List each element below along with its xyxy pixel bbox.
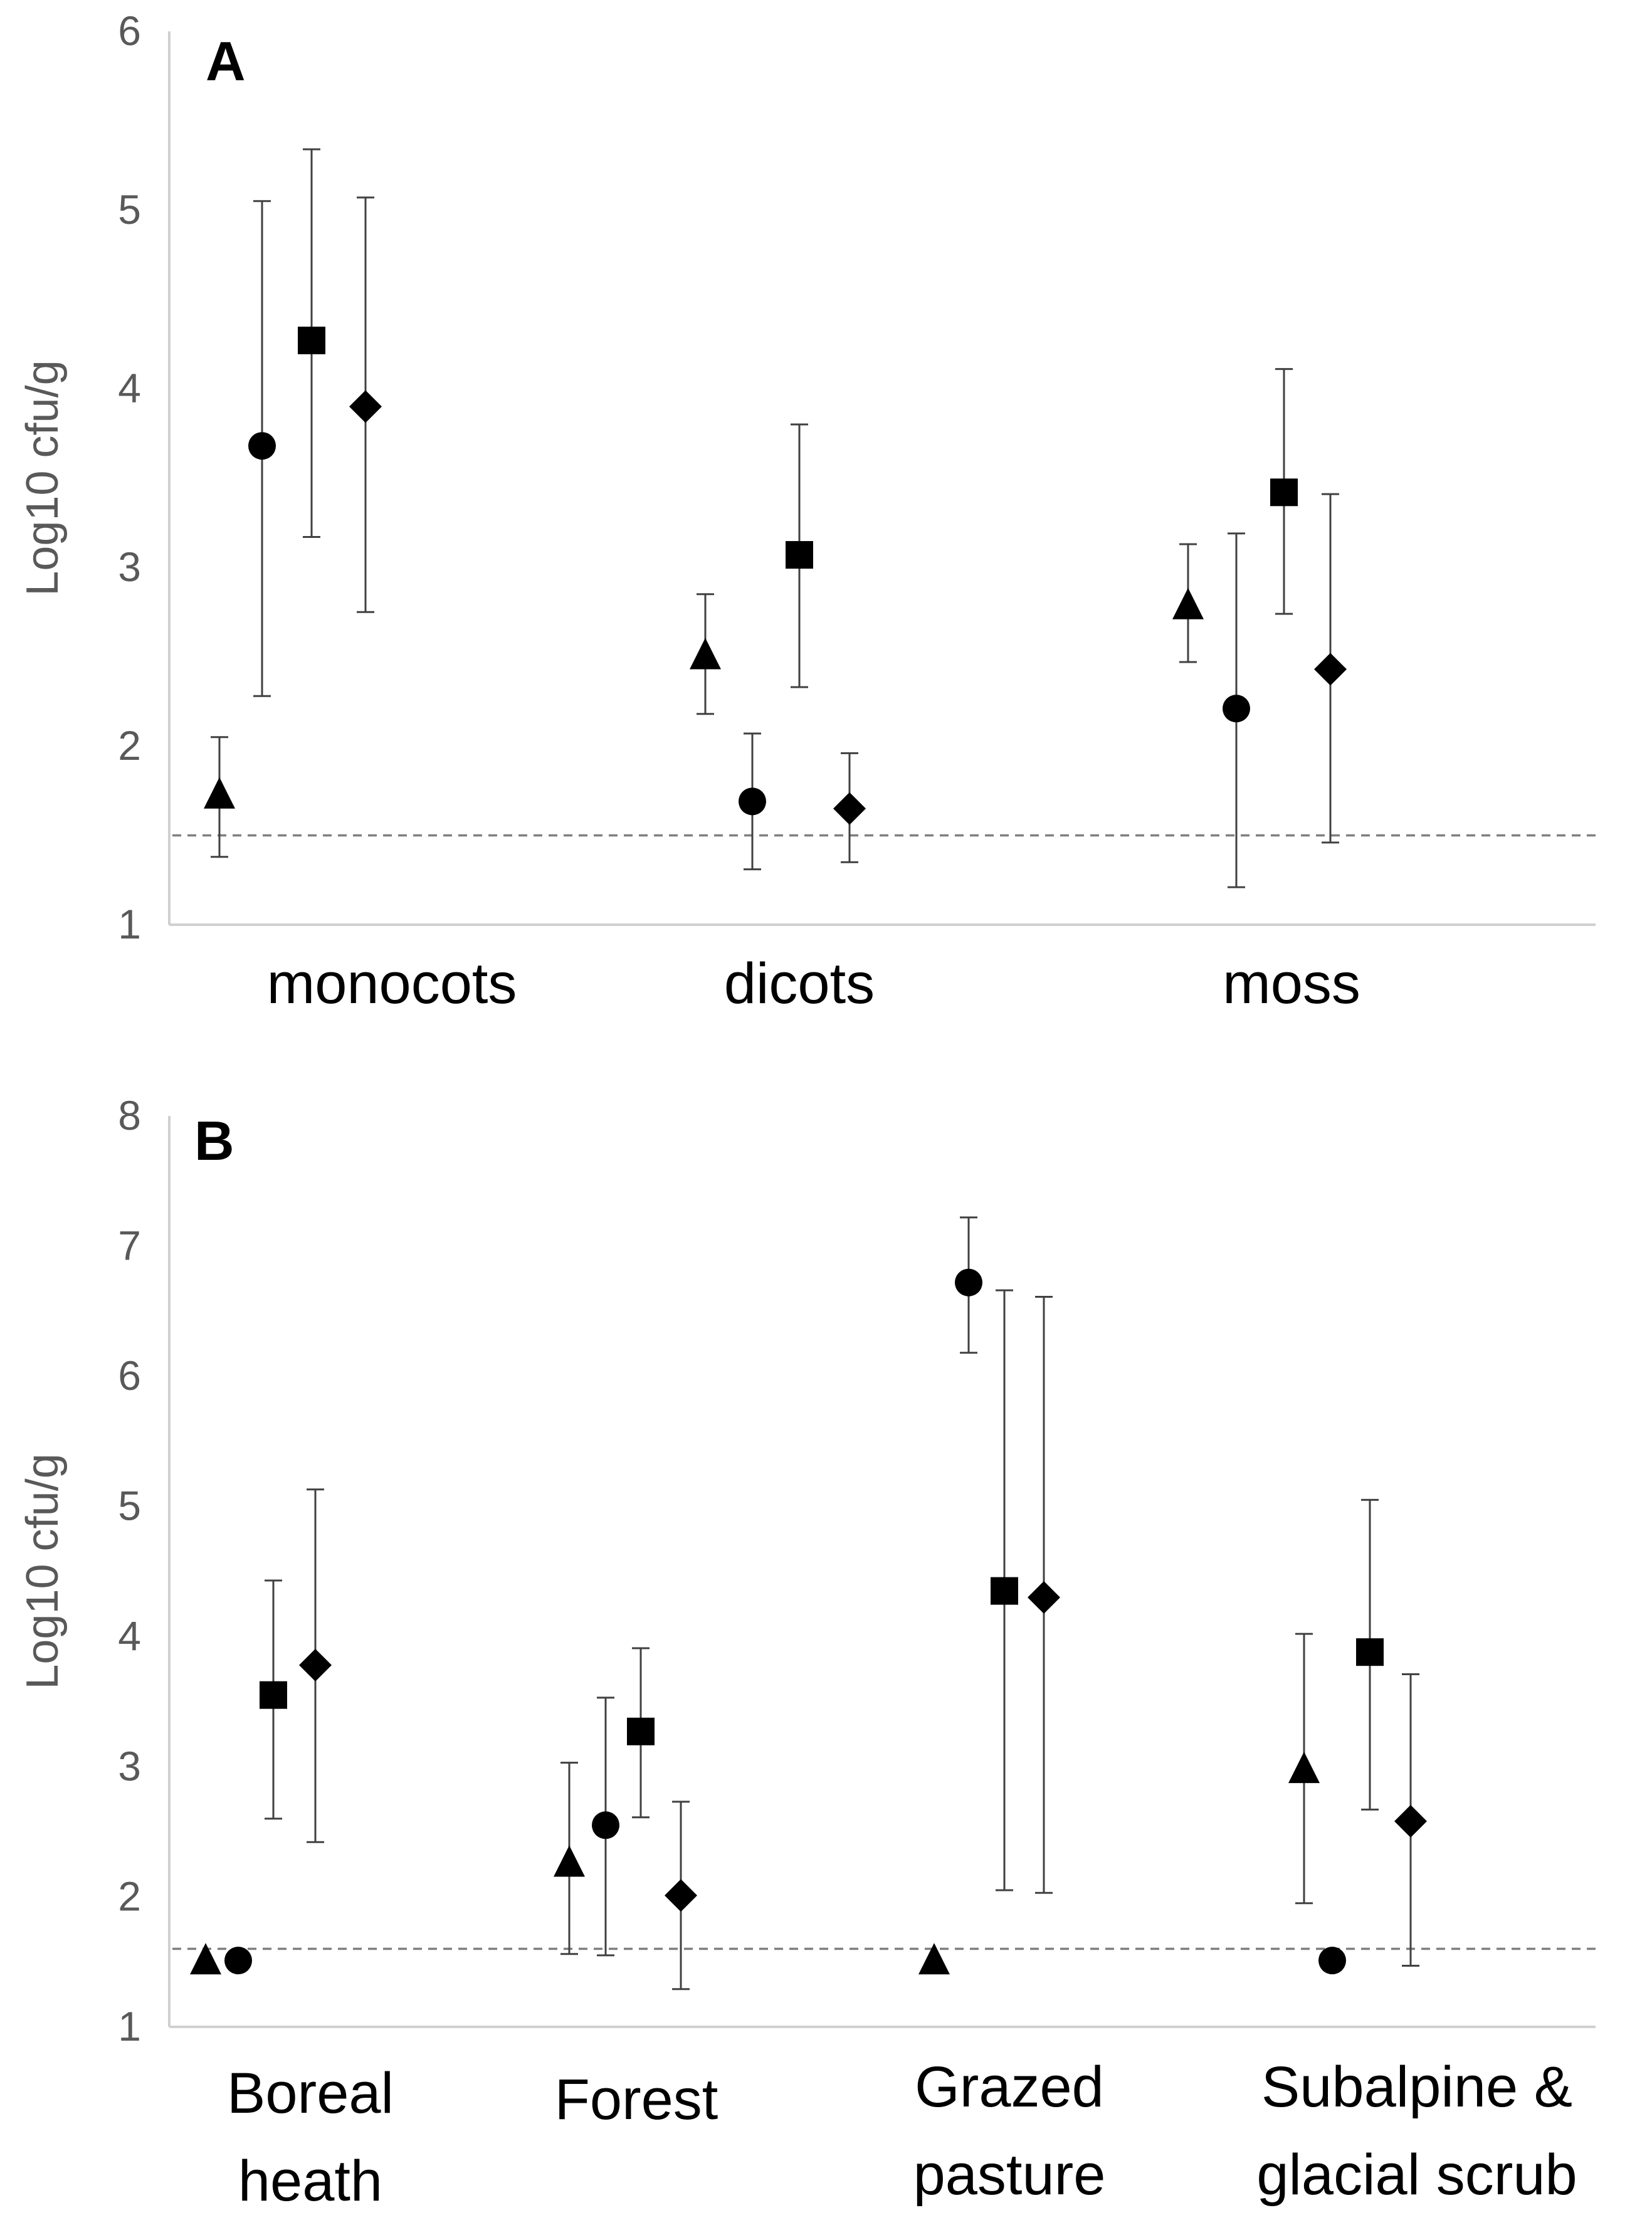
data-point-square xyxy=(627,1717,655,1745)
y-tick-label: 1 xyxy=(118,2003,141,2049)
y-tick-label: 4 xyxy=(118,365,141,411)
data-point-triangle xyxy=(690,638,721,670)
data-point-circle xyxy=(224,1947,252,1975)
panel-letter: B xyxy=(194,1110,234,1172)
x-category-label: Subalpine & xyxy=(1261,2055,1572,2119)
y-tick-label: 2 xyxy=(118,1873,141,1919)
x-category-label: Boreal xyxy=(227,2061,394,2125)
y-tick-label: 5 xyxy=(118,186,141,233)
y-tick-label: 3 xyxy=(118,1743,141,1789)
data-point-square xyxy=(991,1577,1018,1605)
y-axis-title: Log10 cfu/g xyxy=(18,1453,68,1689)
data-point-triangle xyxy=(1172,587,1204,619)
x-category-label: monocots xyxy=(267,952,517,1016)
data-point-triangle xyxy=(190,1943,221,1975)
x-category-label: pasture xyxy=(913,2143,1106,2207)
data-point-triangle xyxy=(918,1943,950,1975)
y-tick-label: 1 xyxy=(118,901,141,947)
x-category-label: dicots xyxy=(724,952,875,1016)
data-point-diamond xyxy=(665,1879,697,1912)
data-point-square xyxy=(786,541,813,569)
data-point-square xyxy=(1270,478,1298,507)
data-point-diamond xyxy=(349,390,382,423)
y-axis-title: Log10 cfu/g xyxy=(18,360,68,596)
y-tick-label: 5 xyxy=(118,1483,141,1529)
y-tick-label: 6 xyxy=(118,1352,141,1399)
data-point-diamond xyxy=(1314,653,1347,686)
x-category-label: Forest xyxy=(555,2068,718,2132)
x-category-label: Grazed xyxy=(915,2055,1104,2119)
data-point-diamond xyxy=(833,792,866,825)
data-point-circle xyxy=(1318,1947,1346,1975)
data-point-triangle xyxy=(1288,1752,1320,1784)
y-tick-label: 6 xyxy=(118,8,141,54)
data-point-triangle xyxy=(204,777,235,809)
panel-letter: A xyxy=(206,30,246,92)
data-point-square xyxy=(1356,1638,1384,1666)
data-point-diamond xyxy=(299,1648,332,1681)
data-point-triangle xyxy=(554,1845,585,1877)
y-tick-label: 4 xyxy=(118,1612,141,1659)
y-tick-label: 3 xyxy=(118,544,141,590)
data-point-circle xyxy=(248,432,276,460)
data-point-circle xyxy=(955,1268,982,1296)
data-point-square xyxy=(260,1681,287,1709)
data-point-diamond xyxy=(1394,1805,1427,1838)
x-category-label: moss xyxy=(1223,952,1360,1016)
y-tick-label: 8 xyxy=(118,1092,141,1139)
data-point-circle xyxy=(592,1811,619,1839)
data-point-circle xyxy=(1223,695,1250,723)
data-point-square xyxy=(298,327,325,355)
data-point-diamond xyxy=(1028,1581,1060,1614)
y-tick-label: 2 xyxy=(118,722,141,769)
y-tick-label: 7 xyxy=(118,1223,141,1269)
x-category-label: glacial scrub xyxy=(1256,2143,1577,2207)
panel-b: 1 2 3 4 5 6 7 8 Log10 cfu/g B Boreal heath Forest Gra… xyxy=(18,1092,1596,2213)
x-category-label: heath xyxy=(238,2149,382,2213)
data-point-circle xyxy=(739,787,766,816)
